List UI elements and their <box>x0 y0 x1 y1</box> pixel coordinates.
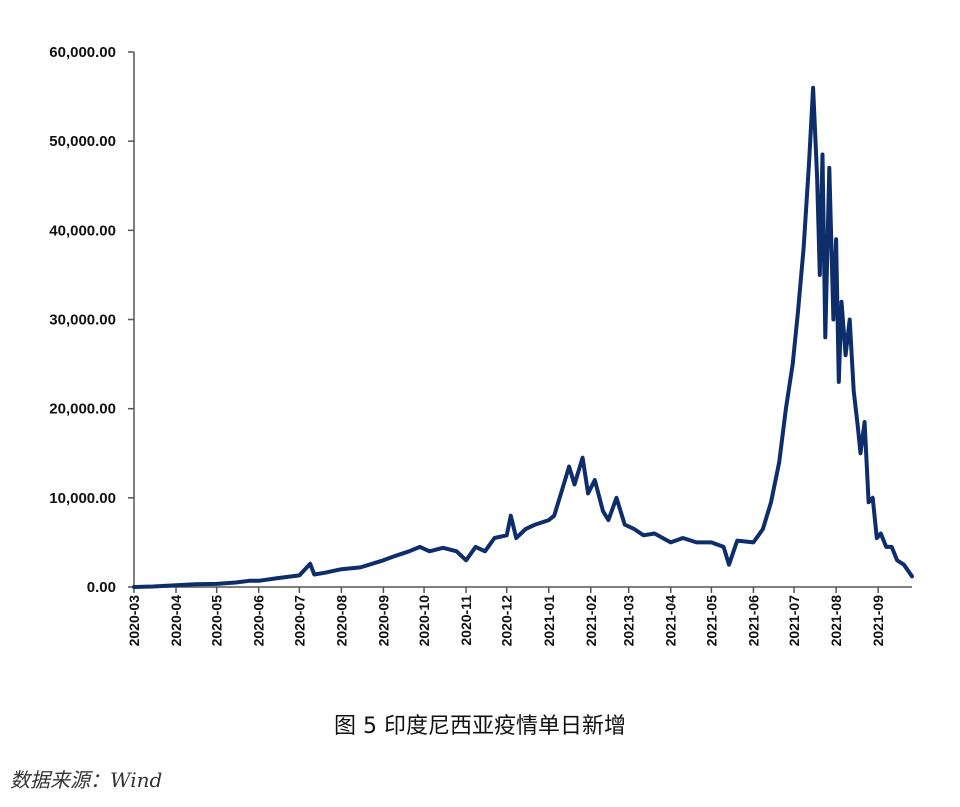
x-tick-label: 2021-08 <box>828 595 844 647</box>
x-tick-label: 2020-10 <box>416 595 432 647</box>
y-tick-label: 40,000.00 <box>49 222 116 239</box>
x-tick-label: 2020-08 <box>333 595 349 647</box>
x-tick-label: 2021-05 <box>703 595 719 647</box>
x-tick-label: 2020-03 <box>126 595 142 647</box>
source-note: 数据来源：Wind <box>10 768 163 792</box>
y-tick-label: 30,000.00 <box>49 312 116 329</box>
x-tick-label: 2021-09 <box>870 595 886 647</box>
x-tick-label: 2020-05 <box>209 595 225 647</box>
x-tick-label: 2021-01 <box>541 595 557 647</box>
y-tick-label: 50,000.00 <box>49 133 116 150</box>
x-tick-label: 2020-07 <box>291 595 307 647</box>
figure-caption: 图 5 印度尼西亚疫情单日新增 <box>334 714 626 739</box>
y-tick-label: 10,000.00 <box>49 490 116 507</box>
x-tick-label: 2020-09 <box>375 595 391 647</box>
x-tick-label: 2021-04 <box>663 595 679 647</box>
series-line <box>132 85 914 589</box>
x-tick-label: 2021-02 <box>583 595 599 647</box>
x-tick-label: 2020-11 <box>458 595 474 646</box>
line-chart: 0.00 10,000.00 20,000.00 30,000.00 40,000.00… <box>49 44 914 646</box>
x-tick-label: 2021-03 <box>621 595 637 647</box>
x-tick-label: 2020-04 <box>168 595 184 647</box>
x-tick-label: 2020-06 <box>251 595 267 647</box>
x-tick-label: 2021-06 <box>745 595 761 647</box>
y-tick-label: 20,000.00 <box>49 401 116 418</box>
y-tick-label: 0.00 <box>87 579 116 596</box>
x-tick-label: 2020-12 <box>499 595 515 647</box>
x-axis-ticks: 2020-03 2020-04 2020-05 2020-06 2020-07 2020-… <box>126 587 886 646</box>
y-tick-label: 60,000.00 <box>49 44 116 61</box>
y-axis-ticks: 0.00 10,000.00 20,000.00 30,000.00 40,000.00… <box>49 44 134 596</box>
x-tick-label: 2021-07 <box>786 595 802 647</box>
